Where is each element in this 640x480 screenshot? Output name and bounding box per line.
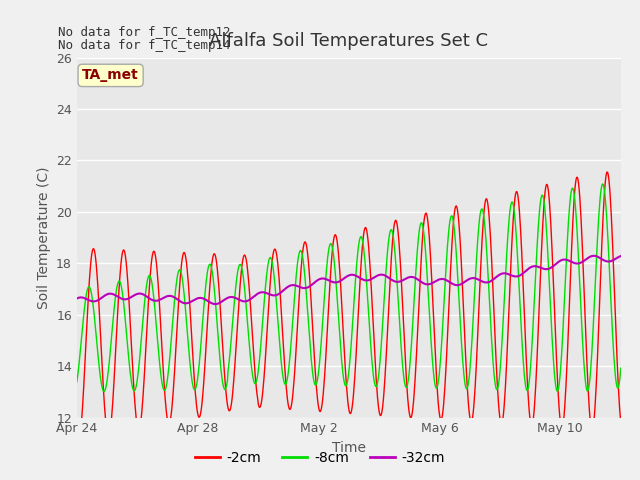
- Legend: -2cm, -8cm, -32cm: -2cm, -8cm, -32cm: [189, 445, 451, 471]
- Text: No data for f_TC_temp14: No data for f_TC_temp14: [58, 39, 230, 52]
- Text: TA_met: TA_met: [82, 68, 139, 83]
- Title: Alfalfa Soil Temperatures Set C: Alfalfa Soil Temperatures Set C: [209, 33, 488, 50]
- X-axis label: Time: Time: [332, 441, 366, 455]
- Y-axis label: Soil Temperature (C): Soil Temperature (C): [36, 167, 51, 309]
- Text: No data for f_TC_temp12: No data for f_TC_temp12: [58, 26, 230, 39]
